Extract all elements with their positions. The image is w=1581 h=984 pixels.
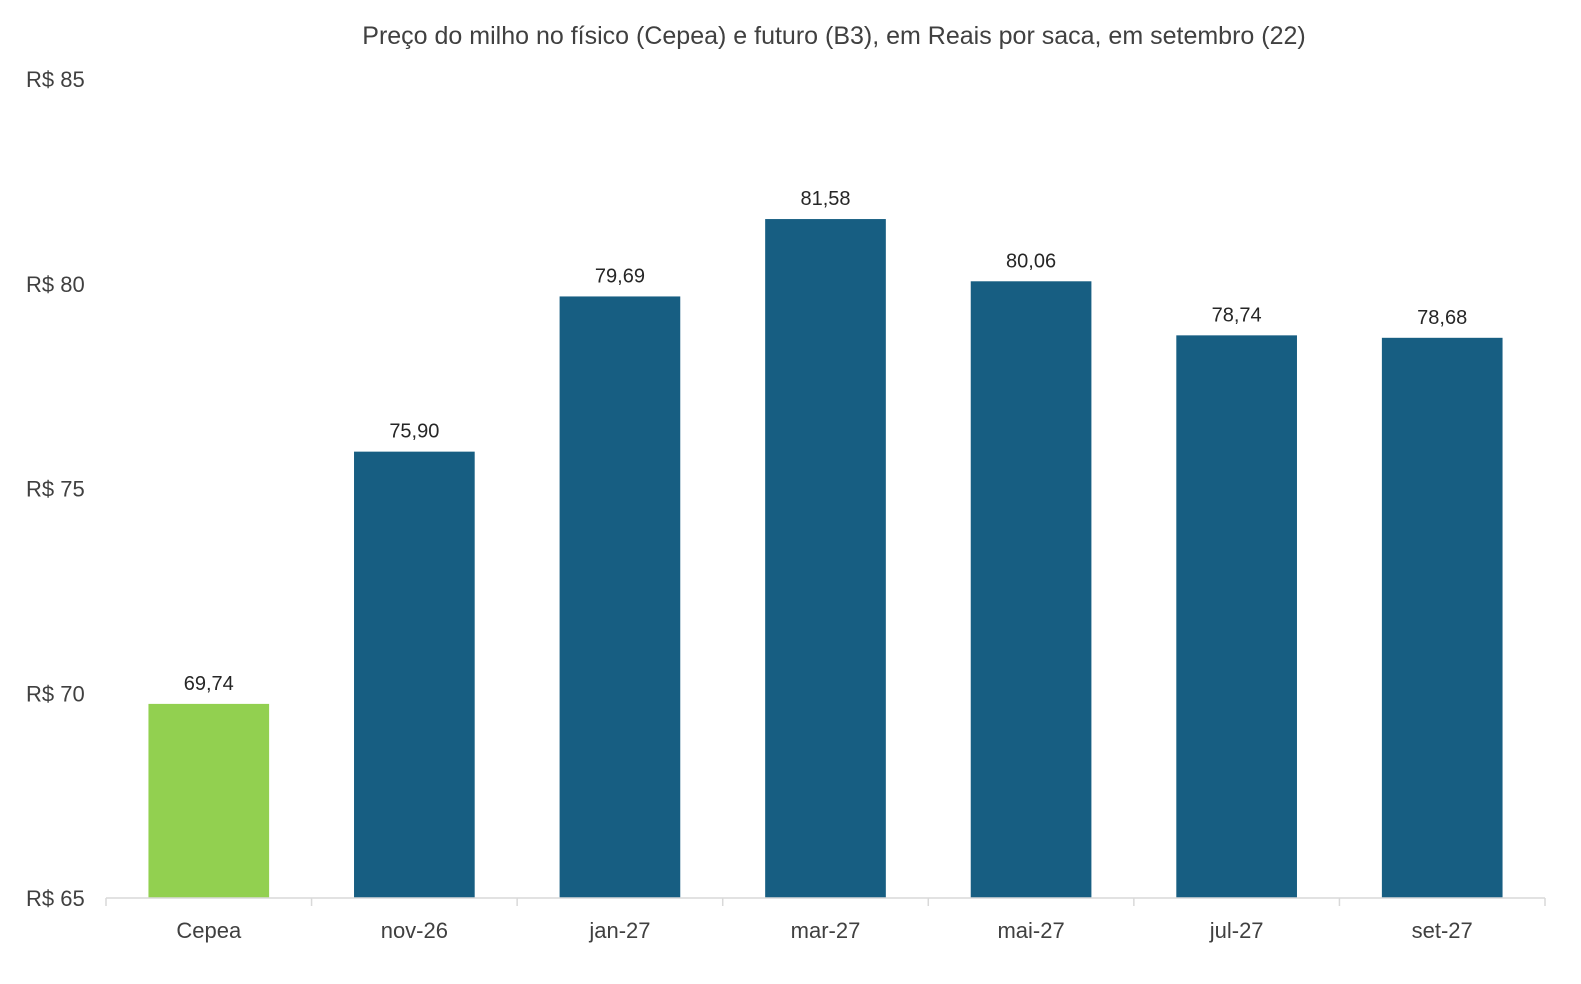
x-axis: Cepea nov-26 jan-27 mar-27 mai-27 jul-27 set-2… [105,897,1546,943]
x-tick-label: nov-26 [381,918,448,943]
y-tick-label: R$ 80 [26,272,85,297]
data-label: 80,06 [1006,250,1056,272]
bar [354,451,475,898]
y-tick-label: R$ 70 [26,681,85,706]
bar [765,219,886,898]
y-tick-label: R$ 75 [26,477,85,502]
y-axis: R$ 65 R$ 70 R$ 75 R$ 80 R$ 85 [26,67,85,911]
bar [148,703,270,898]
x-tick-label: mar-27 [791,918,861,943]
x-tick-label: jan-27 [588,918,650,943]
x-tick-label: jul-27 [1209,918,1264,943]
bar [559,296,681,899]
chart-title: Preço do milho no físico (Cepea) e futur… [362,22,1305,50]
x-tick-label: Cepea [176,918,242,943]
data-label: 78,68 [1417,307,1467,329]
x-tick-label: mai-27 [997,918,1064,943]
data-label: 79,69 [595,265,645,287]
x-tick-label: set-27 [1412,918,1473,943]
bars-group [148,219,1503,899]
bar [970,281,1092,899]
data-label: 75,90 [389,421,439,443]
y-tick-label: R$ 85 [26,67,85,92]
y-tick-label: R$ 65 [26,886,85,911]
bar [1381,337,1503,899]
bar [1176,335,1297,898]
data-labels-group: 69,74 75,90 79,69 81,58 80,06 78,74 78,68 [184,188,1467,695]
data-label: 78,74 [1212,304,1262,326]
data-label: 69,74 [184,673,234,695]
data-label: 81,58 [800,188,850,210]
